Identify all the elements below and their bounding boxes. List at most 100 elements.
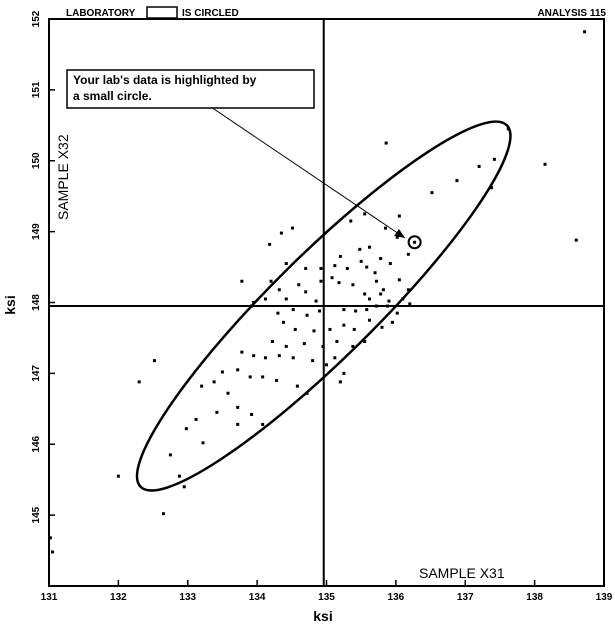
data-point [543, 162, 547, 166]
data-point [352, 327, 356, 331]
data-point [305, 313, 309, 317]
data-point [279, 231, 283, 235]
data-point [291, 226, 295, 230]
data-point [492, 157, 496, 161]
y-tick-label: 145 [31, 506, 42, 523]
data-point [381, 288, 385, 292]
data-point [342, 308, 346, 312]
data-point [275, 378, 279, 382]
data-point [430, 191, 434, 195]
data-point [345, 266, 349, 270]
data-point [48, 536, 52, 540]
data-point [304, 266, 308, 270]
data-point [116, 474, 120, 478]
data-point [297, 283, 301, 287]
data-point [240, 350, 244, 354]
ellipse-outline [135, 120, 512, 492]
data-point [368, 318, 372, 322]
x-tick-label: 137 [457, 592, 474, 603]
data-point [506, 127, 510, 131]
data-point [200, 384, 204, 388]
y-tick-label: 146 [31, 435, 42, 452]
callout-leader-line [207, 104, 406, 239]
data-point [161, 512, 165, 516]
legend-box [146, 6, 178, 19]
data-point [373, 271, 377, 275]
data-point [250, 304, 254, 308]
data-point [574, 238, 578, 242]
data-point [268, 242, 272, 246]
data-point [365, 308, 369, 312]
data-point [338, 254, 342, 258]
data-point [261, 422, 265, 426]
data-point [284, 262, 288, 266]
y-tick-label: 152 [31, 10, 42, 27]
data-point [226, 391, 230, 395]
data-point [263, 356, 267, 360]
data-point [314, 299, 318, 303]
data-point [351, 283, 355, 287]
data-point [236, 368, 240, 372]
data-point [269, 279, 273, 283]
data-point [261, 375, 265, 379]
data-point [335, 339, 339, 343]
data-point [321, 344, 325, 348]
y-tick-label: 148 [31, 294, 42, 311]
data-point [248, 375, 252, 379]
data-point [319, 279, 323, 283]
data-point [383, 226, 387, 230]
data-point [295, 384, 299, 388]
data-point [252, 354, 256, 358]
data-point [337, 281, 341, 285]
data-point [304, 290, 308, 294]
data-point [252, 301, 256, 304]
data-point [358, 247, 362, 251]
data-point [583, 30, 587, 34]
data-point [152, 359, 156, 363]
data-point [281, 320, 285, 324]
data-point [325, 363, 328, 367]
data-point [368, 245, 372, 249]
data-point [395, 311, 399, 315]
x-axis-label: ksi [313, 608, 332, 624]
data-point [168, 453, 172, 457]
data-point [318, 309, 322, 313]
data-point [182, 485, 186, 489]
data-point [406, 288, 410, 292]
data-point [323, 231, 327, 235]
data-point [333, 264, 337, 268]
data-point [342, 371, 346, 375]
data-point [390, 320, 394, 324]
y-tick-label: 151 [31, 81, 42, 98]
y-tick-label: 149 [31, 223, 42, 240]
reference-lines [49, 19, 604, 586]
data-point [363, 212, 367, 216]
data-point [277, 288, 281, 292]
data-point [291, 356, 295, 360]
x-tick-label: 135 [318, 592, 335, 603]
data-point [50, 550, 54, 554]
data-point [212, 380, 216, 384]
data-point [342, 323, 346, 327]
data-point [277, 354, 281, 358]
data-point [387, 299, 391, 303]
data-point [333, 356, 337, 360]
data-point [338, 380, 342, 384]
data-point [455, 179, 459, 183]
data-point [379, 292, 383, 296]
data-point [302, 342, 306, 346]
data-point [477, 164, 481, 168]
y-axis-label: ksi [2, 295, 18, 314]
data-point [406, 252, 410, 256]
data-point [215, 410, 219, 414]
data-point [365, 265, 369, 269]
data-point [201, 441, 205, 445]
data-point [194, 417, 198, 421]
data-point [386, 304, 390, 308]
confidence-ellipse [135, 120, 512, 492]
data-point [359, 259, 363, 263]
data-point [236, 422, 240, 426]
sample-x32-label: SAMPLE X32 [55, 134, 71, 220]
callout-line-1: Your lab's data is highlighted by [73, 73, 257, 87]
